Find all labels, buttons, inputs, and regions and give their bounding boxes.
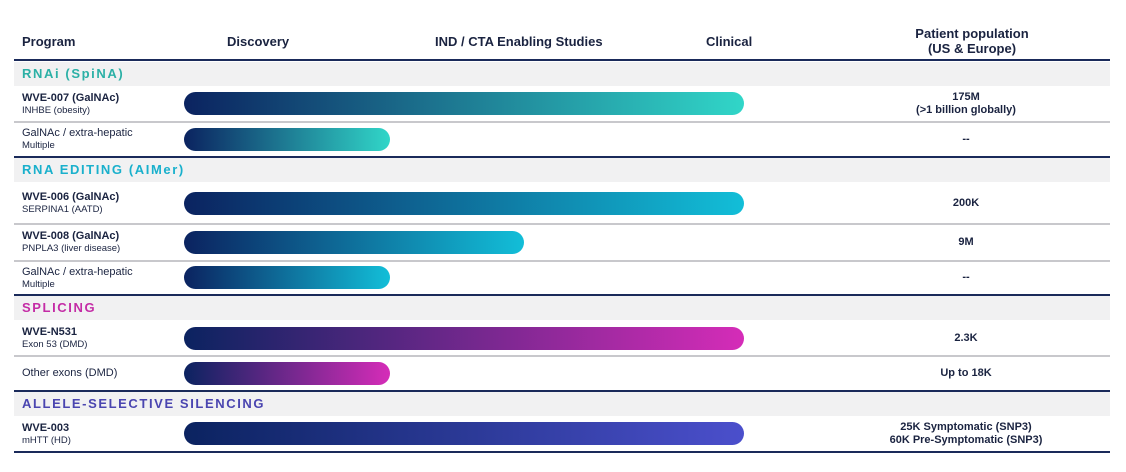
patient-population: -- <box>866 271 1066 284</box>
population-line: (>1 billion globally) <box>916 103 1016 116</box>
stage-bar <box>184 92 744 115</box>
section-title: SPLICING <box>22 300 97 315</box>
program-name: WVE-006 (GalNAc) <box>22 191 120 203</box>
row-rule <box>14 121 1110 123</box>
population-line: -- <box>962 271 970 283</box>
header-rule <box>14 59 1110 61</box>
patient-population: 2.3K <box>866 332 1066 345</box>
header-ind: IND / CTA Enabling Studies <box>435 34 603 49</box>
section-rule <box>14 390 1110 392</box>
section-rule <box>14 294 1110 296</box>
patient-population: 175M (>1 billion globally) <box>866 91 1066 117</box>
program-name: WVE-003 <box>22 421 70 434</box>
population-line: -- <box>962 132 970 145</box>
header-population: Patient population (US & Europe) <box>872 26 1072 56</box>
program-name: WVE-008 (GalNAc) <box>22 230 120 242</box>
program-target: INHBE (obesity) <box>22 104 91 116</box>
patient-population: 9M <box>866 236 1066 249</box>
section-band <box>14 62 1110 86</box>
patient-population: 200K <box>866 197 1066 210</box>
header-discovery: Discovery <box>227 34 290 49</box>
section-band <box>14 158 1110 182</box>
row-rule <box>14 355 1110 357</box>
header-population-line: (US & Europe) <box>927 41 1017 56</box>
program-target: mHTT (HD) <box>22 434 71 446</box>
patient-population: -- <box>866 133 1066 146</box>
population-line: 25K Symptomatic (SNP3) <box>900 420 1032 433</box>
section-title: RNA EDITING (AIMer) <box>22 162 185 177</box>
stage-bar <box>184 127 390 151</box>
program-target: PNPLA3 (liver disease) <box>22 243 121 254</box>
header-program: Program <box>22 34 76 49</box>
population-line: 175M <box>952 90 980 103</box>
stage-bar <box>184 191 744 215</box>
header-population-line: Patient population <box>915 26 1029 41</box>
program-name: GalNAc / extra-hepatic <box>22 265 133 278</box>
stage-bar <box>184 266 390 289</box>
patient-population: 25K Symptomatic (SNP3) 60K Pre-Symptomati… <box>866 421 1066 447</box>
stage-bar <box>184 362 390 385</box>
program-name: WVE-007 (GalNAc) <box>22 91 120 104</box>
program-name: GalNAc / extra-hepatic <box>22 127 133 139</box>
population-line: 9M <box>958 235 974 248</box>
row-rule <box>14 260 1110 262</box>
header-clinical: Clinical <box>706 34 753 49</box>
section-title: RNAi (SpiNA) <box>22 66 125 81</box>
stage-bar <box>184 326 744 350</box>
section-rule <box>14 156 1110 158</box>
program-target: Multiple <box>22 278 55 290</box>
program-name: Other exons (DMD) <box>22 366 118 379</box>
population-line: 2.3K <box>954 331 978 344</box>
population-line: Up to 18K <box>940 367 992 379</box>
section-title: ALLELE-SELECTIVE SILENCING <box>22 396 266 411</box>
program-target: SERPINA1 (AATD) <box>22 204 103 215</box>
stage-bar <box>184 230 524 254</box>
section-band <box>14 296 1110 320</box>
row-rule <box>14 223 1110 225</box>
section-rule <box>14 451 1110 453</box>
program-name: WVE-N531 <box>22 326 78 338</box>
program-target: Multiple <box>22 140 55 151</box>
section-band <box>14 392 1110 416</box>
population-line: 200K <box>952 196 980 209</box>
program-target: Exon 53 (DMD) <box>22 339 88 350</box>
population-line: 60K Pre-Symptomatic (SNP3) <box>889 433 1043 446</box>
stage-bar <box>184 422 744 445</box>
patient-population: Up to 18K <box>866 367 1066 380</box>
